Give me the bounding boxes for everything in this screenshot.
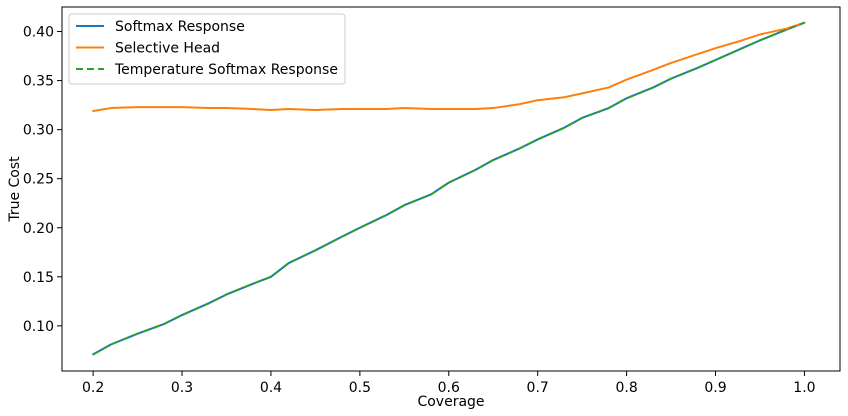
series-lines bbox=[92, 21, 806, 356]
y-axis-ticks: 0.10 0.15 0.20 0.25 0.30 0.35 0.40 bbox=[23, 25, 62, 335]
legend-label: Temperature Softmax Response bbox=[114, 62, 338, 78]
y-axis-label: True Cost bbox=[7, 156, 23, 223]
y-tick-label: 0.15 bbox=[23, 270, 54, 286]
x-tick-label: 0.5 bbox=[349, 380, 371, 396]
y-tick-label: 0.35 bbox=[23, 74, 54, 90]
series-line-2 bbox=[92, 21, 805, 356]
x-tick-label: 0.2 bbox=[82, 380, 104, 396]
y-tick-label: 0.20 bbox=[23, 221, 54, 237]
y-tick-label: 0.30 bbox=[23, 123, 54, 139]
x-tick-label: 0.6 bbox=[438, 380, 460, 396]
y-tick-label: 0.40 bbox=[23, 25, 54, 41]
x-tick-label: 0.8 bbox=[615, 380, 637, 396]
legend-entries: Softmax Response Selective Head Temperatur… bbox=[76, 19, 338, 78]
y-tick-label: 0.10 bbox=[23, 319, 54, 335]
series-line-1 bbox=[92, 21, 806, 112]
plot-frame bbox=[61, 6, 841, 372]
y-tick-label: 0.25 bbox=[23, 172, 54, 188]
x-axis-ticks: 0.2 0.3 0.4 0.5 0.6 0.7 0.8 0.9 1.0 bbox=[82, 371, 816, 396]
x-tick-label: 0.9 bbox=[704, 380, 726, 396]
legend-label: Softmax Response bbox=[115, 19, 245, 35]
x-tick-label: 0.7 bbox=[527, 380, 549, 396]
x-tick-label: 1.0 bbox=[793, 380, 815, 396]
legend: Softmax Response Selective Head Temperatur… bbox=[68, 13, 346, 85]
x-tick-label: 0.4 bbox=[260, 380, 282, 396]
x-axis-label: Coverage bbox=[417, 394, 484, 410]
legend-box bbox=[68, 13, 346, 85]
legend-label: Selective Head bbox=[115, 41, 220, 57]
x-tick-label: 0.3 bbox=[171, 380, 193, 396]
